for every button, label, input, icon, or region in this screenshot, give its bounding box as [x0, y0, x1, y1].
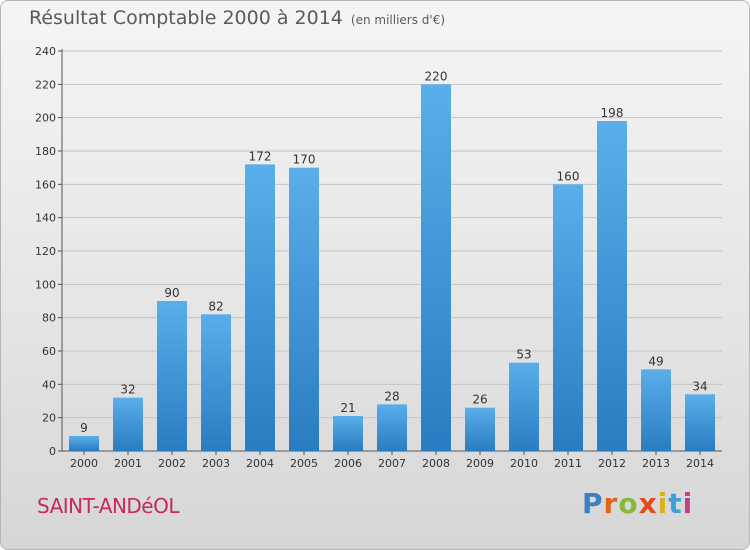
chart-subtitle: (en milliers d'€): [350, 13, 446, 27]
x-tick-label-2003: 2003: [202, 457, 230, 470]
bar-2005: [289, 167, 319, 451]
value-label-2000: 9: [80, 421, 88, 435]
logo-letter: i: [682, 487, 694, 520]
x-tick-label-2001: 2001: [114, 457, 142, 470]
bar-2000: [69, 436, 99, 451]
y-tick-label-120: 120: [35, 245, 56, 258]
bar-2001: [113, 397, 143, 451]
x-tick-label-2012: 2012: [598, 457, 626, 470]
x-tick-label-2000: 2000: [70, 457, 98, 470]
x-tick-label-2007: 2007: [378, 457, 406, 470]
bar-2009: [465, 407, 495, 451]
bars: [69, 84, 715, 452]
x-tick-label-2010: 2010: [510, 457, 538, 470]
x-tick-label-2004: 2004: [246, 457, 274, 470]
y-tick-label-20: 20: [42, 412, 56, 425]
value-label-2008: 220: [425, 69, 448, 83]
value-label-2013: 49: [648, 354, 663, 368]
y-tick-label-220: 220: [35, 78, 56, 91]
value-label-2005: 170: [293, 153, 316, 167]
bar-2013: [641, 369, 671, 451]
y-tick-label-100: 100: [35, 278, 56, 291]
logo-letter: o: [618, 487, 639, 520]
y-tick-label-240: 240: [35, 45, 56, 58]
logo-letter: P: [582, 487, 604, 520]
value-label-2004: 172: [249, 149, 272, 163]
value-label-2009: 26: [472, 393, 487, 407]
y-tick-label-80: 80: [42, 312, 56, 325]
bar-2008: [421, 84, 451, 451]
bar-2002: [157, 301, 187, 451]
y-tick-label-200: 200: [35, 112, 56, 125]
value-label-2001: 32: [120, 383, 135, 397]
city-name: SAINT-ANDéOL: [37, 494, 180, 518]
x-tick-label-2002: 2002: [158, 457, 186, 470]
y-tick-label-180: 180: [35, 145, 56, 158]
title-block: Résultat Comptable 2000 à 2014 (en millie…: [29, 7, 445, 29]
logo-letter: r: [603, 487, 619, 520]
value-label-2007: 28: [384, 389, 399, 403]
bar-2010: [509, 362, 539, 451]
bar-2011: [553, 184, 583, 452]
value-label-2003: 82: [208, 299, 223, 313]
value-label-2011: 160: [557, 169, 580, 183]
value-label-2006: 21: [340, 401, 355, 415]
logo-letter: t: [668, 487, 683, 520]
bar-2004: [245, 164, 275, 452]
logo-letter: x: [638, 487, 658, 520]
bar-2014: [685, 394, 715, 451]
x-tick-label-2008: 2008: [422, 457, 450, 470]
x-tick-label-2009: 2009: [466, 457, 494, 470]
x-tick-label-2011: 2011: [554, 457, 582, 470]
value-label-2002: 90: [164, 286, 179, 300]
y-tick-label-0: 0: [49, 445, 56, 458]
y-tick-label-160: 160: [35, 178, 56, 191]
value-label-2012: 198: [601, 106, 624, 120]
value-labels: 9 32 90 82 172 170 21 28 220 26 53 160 198 49 34: [80, 69, 707, 435]
y-tick-label-140: 140: [35, 212, 56, 225]
logo-letter: i: [657, 487, 669, 520]
value-label-2010: 53: [516, 348, 531, 362]
y-tick-label-60: 60: [42, 345, 56, 358]
x-tick-label-2005: 2005: [290, 457, 318, 470]
bar-2007: [377, 404, 407, 451]
bar-2006: [333, 416, 363, 451]
chart-title: Résultat Comptable 2000 à 2014: [29, 7, 343, 29]
proxiti-logo[interactable]: Proxiti: [582, 487, 693, 520]
value-label-2014: 34: [692, 379, 707, 393]
bar-2003: [201, 314, 231, 451]
x-tick-label-2014: 2014: [686, 457, 714, 470]
x-tick-label-2006: 2006: [334, 457, 362, 470]
y-tick-label-40: 40: [42, 378, 56, 391]
x-tick-label-2013: 2013: [642, 457, 670, 470]
bar-2012: [597, 121, 627, 451]
